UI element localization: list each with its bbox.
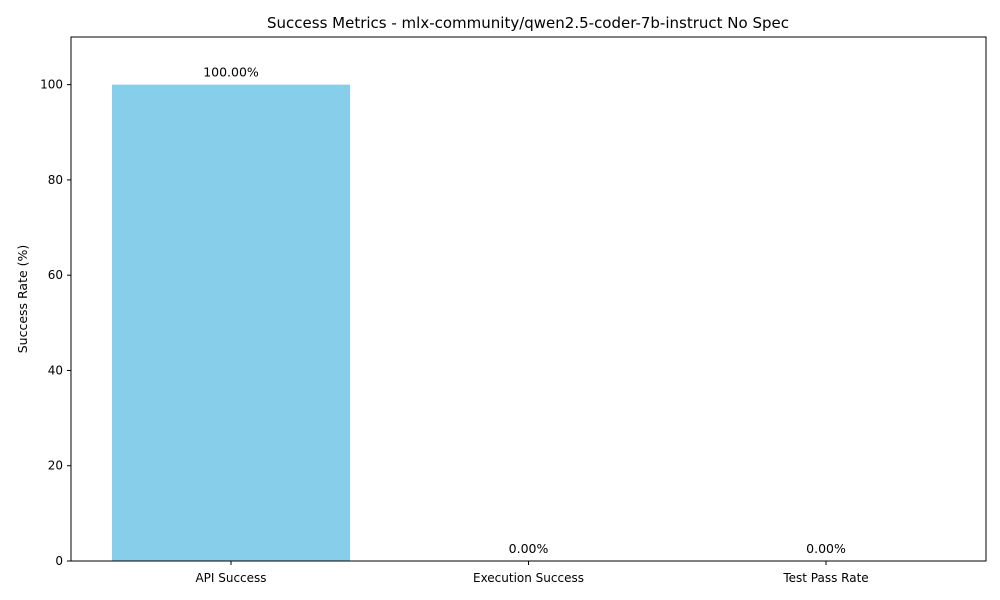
data-label: 0.00% bbox=[806, 541, 846, 556]
x-tick-label: API Success bbox=[195, 571, 266, 585]
y-tick-label: 40 bbox=[48, 363, 63, 377]
y-tick-label: 80 bbox=[48, 173, 63, 187]
y-axis: 0 20 40 60 80 100 bbox=[40, 78, 71, 568]
data-label: 0.00% bbox=[509, 541, 549, 556]
data-labels-group: 100.00% 0.00% 0.00% bbox=[203, 65, 846, 556]
bar-api-success bbox=[112, 84, 350, 562]
bars-group bbox=[112, 84, 350, 562]
chart-title: Success Metrics - mlx-community/qwen2.5-… bbox=[267, 14, 789, 32]
x-tick-label: Execution Success bbox=[473, 571, 584, 585]
y-tick-label: 20 bbox=[48, 459, 63, 473]
y-tick-label: 0 bbox=[55, 554, 63, 568]
y-axis-label: Success Rate (%) bbox=[15, 245, 30, 354]
y-tick-label: 60 bbox=[48, 268, 63, 282]
x-tick-label: Test Pass Rate bbox=[782, 571, 868, 585]
y-tick-label: 100 bbox=[40, 78, 63, 92]
x-axis: API Success Execution Success Test Pass Ra… bbox=[195, 561, 869, 585]
data-label: 100.00% bbox=[203, 65, 259, 80]
plot-frame bbox=[70, 36, 987, 562]
